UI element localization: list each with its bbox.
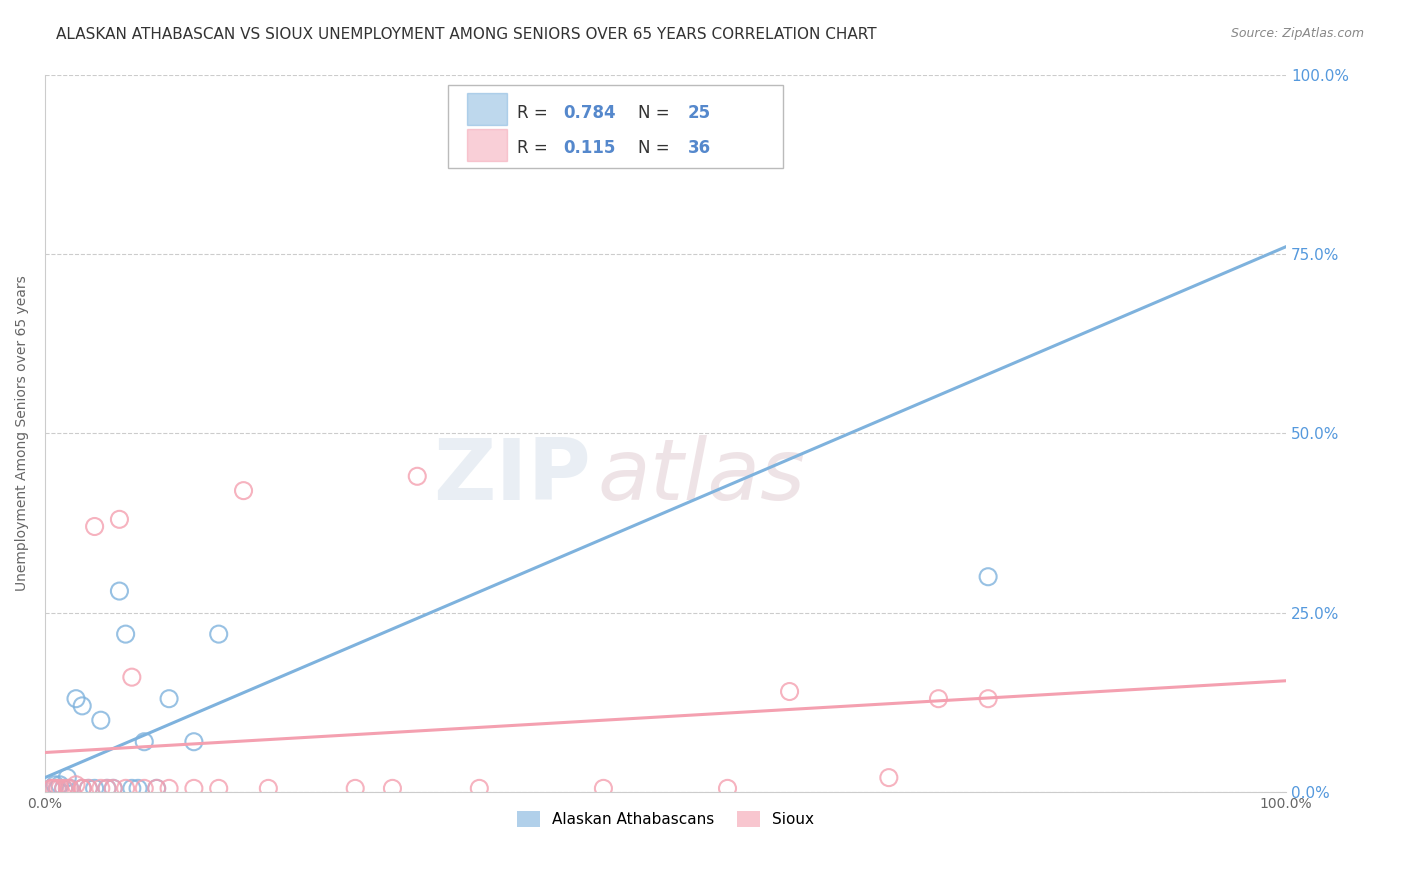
Point [145, 781, 167, 796]
Point [65, 778, 87, 792]
Point [70, 781, 93, 796]
Point [83, 519, 105, 533]
Point [70, 781, 93, 796]
Point [114, 781, 136, 796]
Point [977, 570, 1000, 584]
Point [46, 781, 69, 796]
Text: R =: R = [516, 103, 553, 121]
Point [127, 781, 149, 796]
Point [927, 691, 949, 706]
Point [108, 512, 131, 526]
Point [183, 781, 205, 796]
Point [183, 735, 205, 749]
Point [39, 781, 62, 796]
FancyBboxPatch shape [449, 86, 783, 168]
Text: ALASKAN ATHABASCAN VS SIOUX UNEMPLOYMENT AMONG SENIORS OVER 65 YEARS CORRELATION: ALASKAN ATHABASCAN VS SIOUX UNEMPLOYMENT… [56, 27, 877, 42]
Point [257, 781, 280, 796]
Text: R =: R = [516, 139, 558, 157]
Text: N =: N = [638, 103, 675, 121]
Text: ZIP: ZIP [433, 434, 591, 517]
FancyBboxPatch shape [467, 93, 506, 126]
Point [52, 781, 75, 796]
Point [134, 781, 156, 796]
Point [716, 781, 738, 796]
Point [49, 781, 72, 796]
Point [52, 781, 75, 796]
Point [96, 781, 118, 796]
Point [468, 781, 491, 796]
Text: 36: 36 [688, 139, 711, 157]
Point [208, 627, 231, 641]
Point [157, 691, 180, 706]
Point [39, 781, 62, 796]
Legend: Alaskan Athabascans, Sioux: Alaskan Athabascans, Sioux [509, 804, 823, 835]
Point [44, 781, 66, 796]
Point [77, 781, 100, 796]
Point [779, 684, 801, 698]
Point [56, 781, 79, 796]
Point [977, 691, 1000, 706]
Y-axis label: Unemployment Among Seniors over 65 years: Unemployment Among Seniors over 65 years [15, 276, 30, 591]
Point [344, 781, 367, 796]
Text: 0.115: 0.115 [564, 139, 616, 157]
Point [41, 781, 63, 796]
Point [65, 691, 87, 706]
Point [103, 781, 125, 796]
Point [83, 781, 105, 796]
Point [208, 781, 231, 796]
Point [59, 781, 82, 796]
Point [103, 781, 125, 796]
Text: 25: 25 [688, 103, 711, 121]
Point [157, 781, 180, 796]
Point [90, 713, 112, 727]
Point [381, 781, 404, 796]
Text: atlas: atlas [598, 434, 806, 517]
Point [77, 781, 100, 796]
Point [406, 469, 429, 483]
Point [56, 771, 79, 785]
Point [46, 781, 69, 796]
Text: 0.784: 0.784 [564, 103, 616, 121]
Point [70, 781, 93, 796]
Point [114, 627, 136, 641]
FancyBboxPatch shape [467, 129, 506, 161]
Point [877, 771, 900, 785]
Point [108, 584, 131, 599]
Point [49, 778, 72, 792]
Point [121, 781, 143, 796]
Point [134, 735, 156, 749]
Point [232, 483, 254, 498]
Text: N =: N = [638, 139, 675, 157]
Point [70, 698, 93, 713]
Point [121, 670, 143, 684]
Point [44, 778, 66, 792]
Point [592, 781, 614, 796]
Point [96, 781, 118, 796]
Point [145, 781, 167, 796]
Point [90, 781, 112, 796]
Text: Source: ZipAtlas.com: Source: ZipAtlas.com [1230, 27, 1364, 40]
Point [59, 781, 82, 796]
